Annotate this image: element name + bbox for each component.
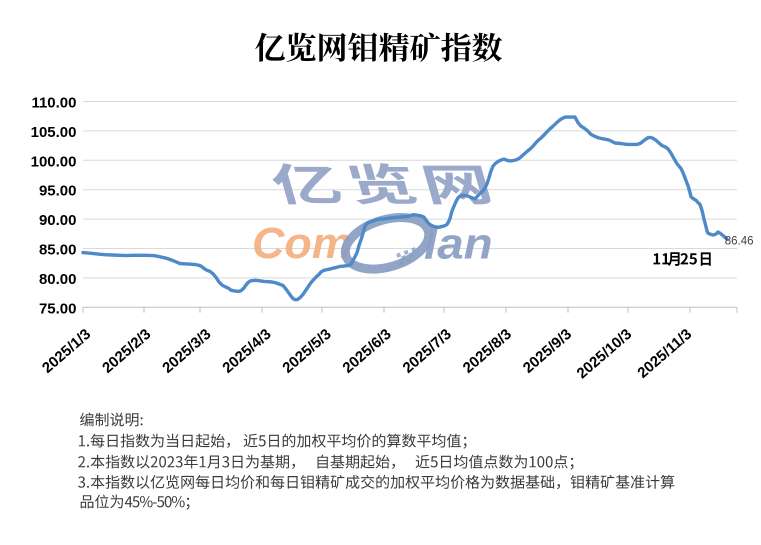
svg-text:Com: Com: [252, 220, 352, 269]
svg-text:110.00: 110.00: [31, 95, 76, 112]
svg-text:95.00: 95.00: [39, 183, 77, 200]
svg-text:100.00: 100.00: [31, 153, 77, 170]
svg-text:75.00: 75.00: [39, 300, 77, 317]
svg-text:86.46: 86.46: [725, 236, 754, 248]
svg-text:105.00: 105.00: [31, 124, 77, 141]
svg-text:90.00: 90.00: [39, 212, 77, 229]
svg-text:85.00: 85.00: [39, 242, 77, 259]
svg-text:80.00: 80.00: [39, 271, 77, 288]
